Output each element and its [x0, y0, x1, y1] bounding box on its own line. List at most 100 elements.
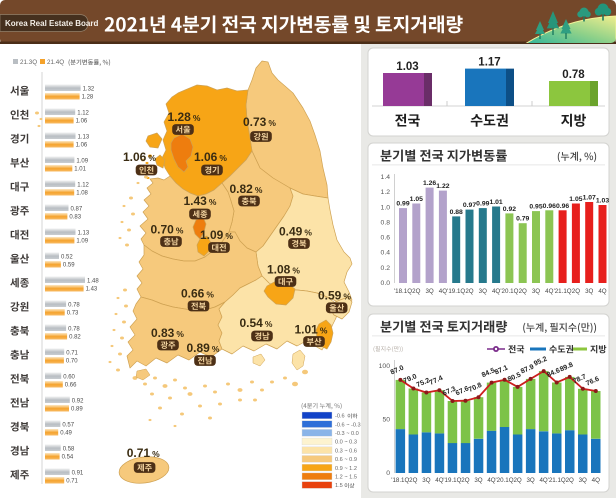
svg-text:0.6 ~ 0.9: 0.6 ~ 0.9 [335, 457, 357, 463]
svg-text:1.06: 1.06 [76, 143, 88, 149]
svg-text:67.3: 67.3 [442, 386, 457, 398]
svg-text:1.03: 1.03 [396, 61, 418, 73]
svg-text:1.09: 1.09 [200, 228, 224, 242]
svg-text:'18.1Q: '18.1Q [391, 477, 409, 484]
svg-text:1.4: 1.4 [381, 174, 391, 181]
svg-text:1.17: 1.17 [478, 57, 500, 69]
svg-text:95.2: 95.2 [533, 356, 548, 368]
svg-text:1.05: 1.05 [569, 196, 582, 203]
svg-text:3Q: 3Q [479, 288, 487, 295]
svg-text:'19.1Q: '19.1Q [447, 288, 465, 295]
svg-text:1.5: 1.5 [335, 483, 343, 489]
svg-text:4Q: 4Q [439, 288, 447, 295]
svg-text:0.89: 0.89 [187, 341, 211, 355]
svg-text:'21.1Q: '21.1Q [548, 477, 566, 484]
svg-text:0.9 ~ 1.2: 0.9 ~ 1.2 [335, 466, 357, 472]
svg-text:50: 50 [382, 417, 390, 424]
svg-text:84.6: 84.6 [546, 367, 561, 379]
svg-text:0.78: 0.78 [562, 69, 585, 81]
svg-text:1.06: 1.06 [194, 150, 218, 164]
svg-text:0.59: 0.59 [63, 263, 75, 269]
svg-text:-0.3 ~ 0.0: -0.3 ~ 0.0 [335, 431, 359, 437]
svg-text:0.49: 0.49 [279, 225, 303, 239]
svg-text:1.06: 1.06 [123, 150, 147, 164]
svg-text:0.87: 0.87 [71, 207, 83, 213]
svg-text:0.70: 0.70 [151, 223, 175, 237]
svg-text:78.7: 78.7 [572, 373, 587, 385]
svg-text:4Q: 4Q [487, 477, 495, 484]
svg-text:3Q: 3Q [526, 477, 534, 484]
svg-text:0.99: 0.99 [396, 201, 409, 208]
svg-text:0.79: 0.79 [516, 216, 529, 223]
svg-text:1.01: 1.01 [295, 323, 319, 337]
svg-text:67.6: 67.6 [455, 385, 470, 397]
svg-text:87.1: 87.1 [494, 364, 509, 376]
svg-text:0.95: 0.95 [529, 204, 542, 211]
svg-text:0.88: 0.88 [450, 209, 463, 216]
svg-text:0.73: 0.73 [243, 115, 267, 129]
svg-text:-0.6: -0.6 [335, 414, 345, 420]
svg-text:1.28: 1.28 [82, 95, 94, 101]
svg-text:1.09: 1.09 [76, 159, 88, 165]
svg-text:0.6: 0.6 [381, 235, 391, 242]
svg-text:0.96: 0.96 [543, 203, 556, 210]
svg-text:0.58: 0.58 [63, 447, 75, 453]
svg-text:0.83: 0.83 [69, 215, 81, 221]
svg-text:1.12: 1.12 [77, 183, 89, 189]
svg-text:2Q: 2Q [513, 477, 521, 484]
svg-text:0: 0 [386, 470, 390, 477]
svg-text:75.2: 75.2 [416, 377, 431, 389]
svg-text:%: % [152, 449, 160, 459]
svg-text:%: % [193, 113, 201, 123]
svg-text:1.08: 1.08 [76, 191, 88, 197]
svg-text:2Q: 2Q [566, 477, 574, 484]
svg-text:%: % [206, 290, 214, 300]
svg-text:'20.1Q: '20.1Q [495, 477, 513, 484]
svg-text:2Q: 2Q [519, 288, 527, 295]
svg-text:70.8: 70.8 [468, 382, 483, 394]
svg-text:89.8: 89.8 [559, 362, 574, 374]
svg-text:-0.6 ~ -0.3: -0.6 ~ -0.3 [335, 422, 361, 428]
svg-text:4Q: 4Q [598, 288, 606, 295]
svg-text:0.78: 0.78 [68, 303, 80, 309]
svg-text:4Q: 4Q [435, 477, 443, 484]
svg-text:1.13: 1.13 [78, 231, 90, 237]
svg-text:0.71: 0.71 [66, 479, 78, 485]
svg-text:21.3Q: 21.3Q [20, 59, 37, 66]
svg-text:1.43: 1.43 [184, 194, 208, 208]
svg-text:%: % [292, 266, 300, 276]
svg-text:%: % [304, 228, 312, 238]
svg-text:4Q: 4Q [492, 288, 500, 295]
svg-text:2Q: 2Q [409, 477, 417, 484]
svg-text:2Q: 2Q [412, 288, 420, 295]
svg-text:0.91: 0.91 [72, 471, 84, 477]
svg-text:0.3 ~ 0.6: 0.3 ~ 0.6 [335, 448, 357, 454]
svg-text:80.5: 80.5 [507, 372, 522, 384]
svg-text:1.2: 1.2 [381, 189, 391, 196]
svg-text:1.09: 1.09 [76, 239, 88, 245]
svg-text:%: % [176, 226, 184, 236]
svg-text:1.06: 1.06 [76, 119, 88, 125]
svg-text:87.0: 87.0 [390, 365, 405, 377]
svg-text:79.0: 79.0 [403, 373, 418, 385]
svg-text:0.0 ~ 0.3: 0.0 ~ 0.3 [335, 440, 357, 446]
svg-text:%: % [148, 153, 156, 163]
svg-text:1.03: 1.03 [596, 198, 609, 205]
svg-text:0.99: 0.99 [476, 201, 489, 208]
svg-text:%: % [219, 153, 227, 163]
svg-text:0.8: 0.8 [381, 219, 391, 226]
svg-text:0.92: 0.92 [503, 206, 516, 213]
svg-text:%: % [225, 231, 233, 241]
svg-text:1.12: 1.12 [77, 111, 89, 117]
svg-text:1.07: 1.07 [583, 195, 596, 202]
svg-text:0.83: 0.83 [151, 326, 175, 340]
svg-text:Korea Real Estate Board: Korea Real Estate Board [5, 19, 98, 28]
svg-text:0.66: 0.66 [65, 383, 77, 389]
svg-text:0.96: 0.96 [556, 203, 569, 210]
svg-text:1.2 ~ 1.5: 1.2 ~ 1.5 [335, 475, 357, 481]
svg-text:0.4: 0.4 [381, 250, 391, 257]
svg-text:87.9: 87.9 [520, 364, 535, 376]
svg-text:0.73: 0.73 [67, 311, 79, 317]
svg-text:%: % [343, 292, 351, 302]
svg-text:3Q: 3Q [585, 288, 593, 295]
